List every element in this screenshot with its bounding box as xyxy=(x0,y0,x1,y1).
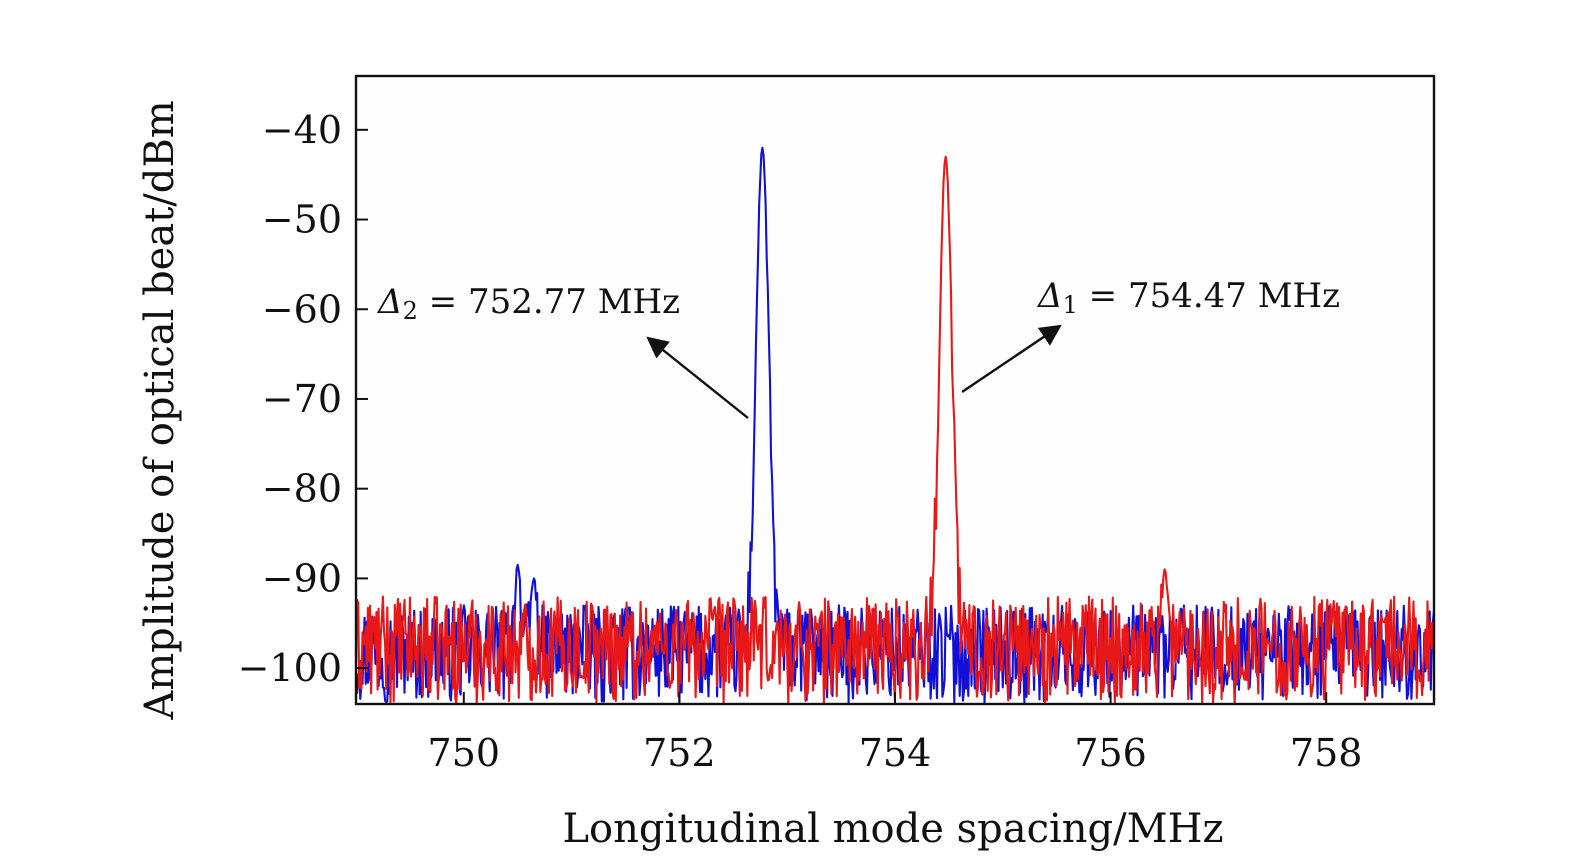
y-tick-label: −60 xyxy=(262,287,342,331)
y-tick-label: −100 xyxy=(238,646,342,690)
annotation-layer: Δ2 = 752.77 MHz Δ1 = 754.47 MHz xyxy=(376,276,1340,419)
y-tick-label: −90 xyxy=(262,556,342,600)
x-axis-title: Longitudinal mode spacing/MHz xyxy=(562,806,1223,852)
y-tick-label: −70 xyxy=(262,377,342,421)
y-axis-title: Amplitude of optical beat/dBm xyxy=(137,100,183,720)
annotation-delta-1-symbol: Δ xyxy=(1036,276,1063,316)
x-tick-label: 750 xyxy=(428,731,501,775)
y-axis-ticks: −40 −50 −60 −70 −80 −90 −100 xyxy=(238,108,368,690)
annotation-delta-2: Δ2 = 752.77 MHz xyxy=(376,282,680,325)
annotation-delta-2-subscript: 2 xyxy=(403,297,418,325)
y-tick-label: −80 xyxy=(262,467,342,511)
arrow-delta-1 xyxy=(961,324,1062,393)
x-tick-label: 758 xyxy=(1290,731,1363,775)
x-tick-label: 752 xyxy=(643,731,716,775)
annotation-delta-1-subscript: 1 xyxy=(1063,291,1078,319)
x-tick-label: 756 xyxy=(1074,731,1147,775)
y-tick-label: −50 xyxy=(262,198,342,242)
y-tick-label: −40 xyxy=(262,108,342,152)
annotation-delta-1-value: = 754.47 MHz xyxy=(1078,276,1340,316)
arrow-delta-2 xyxy=(646,336,749,419)
annotation-delta-2-value: = 752.77 MHz xyxy=(418,282,680,322)
annotation-delta-1: Δ1 = 754.47 MHz xyxy=(1036,276,1340,319)
x-tick-label: 754 xyxy=(859,731,932,775)
x-axis-ticks: 750 752 754 756 758 xyxy=(428,692,1363,775)
annotation-delta-2-symbol: Δ xyxy=(376,282,403,322)
